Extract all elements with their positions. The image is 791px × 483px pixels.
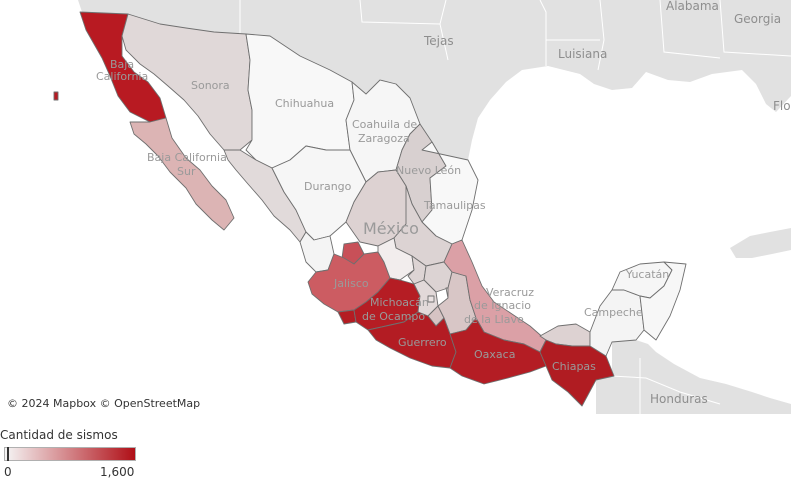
label-michoacan-2: de Ocampo bbox=[362, 310, 425, 323]
label-luisiana: Luisiana bbox=[558, 47, 607, 61]
map-attribution: © 2024 Mapbox © OpenStreetMap bbox=[7, 397, 200, 410]
label-chihuahua: Chihuahua bbox=[275, 97, 334, 110]
island-baja-california[interactable] bbox=[53, 91, 59, 101]
central-america-borders bbox=[611, 358, 721, 414]
label-durango: Durango bbox=[304, 180, 352, 193]
label-guerrero: Guerrero bbox=[398, 336, 447, 349]
label-campeche: Campeche bbox=[584, 306, 643, 319]
attribution-mapbox-link[interactable]: © 2024 Mapbox bbox=[7, 397, 97, 410]
label-jalisco: Jalisco bbox=[333, 277, 369, 290]
label-baja-california-sur-1: Baja California bbox=[147, 151, 227, 164]
label-oaxaca: Oaxaca bbox=[474, 348, 515, 361]
legend-title: Cantidad de sismos bbox=[0, 428, 118, 442]
state-baja-california-sur[interactable] bbox=[129, 117, 235, 231]
label-baja-california-1: Baja bbox=[110, 58, 134, 71]
label-coahuila-1: Coahuila de bbox=[352, 118, 417, 131]
label-tejas: Tejas bbox=[423, 34, 454, 48]
state-ciudad-de-mexico[interactable] bbox=[427, 295, 435, 303]
label-nuevo-leon: Nuevo León bbox=[396, 164, 461, 177]
label-chiapas: Chiapas bbox=[552, 360, 596, 373]
label-sonora: Sonora bbox=[191, 79, 230, 92]
central-america-landmass bbox=[596, 340, 791, 414]
label-florida: Flo bbox=[773, 99, 791, 113]
legend-max-label: 1,600 bbox=[100, 465, 135, 479]
state-chiapas[interactable] bbox=[539, 339, 615, 407]
label-baja-california-sur-2: Sur bbox=[177, 165, 196, 178]
label-veracruz-2: de Ignacio bbox=[474, 299, 531, 312]
label-georgia: Georgia bbox=[734, 12, 781, 26]
usa-state-borders bbox=[239, 0, 791, 71]
label-baja-california-2: California bbox=[96, 70, 148, 83]
mexico-states[interactable] bbox=[53, 11, 687, 407]
legend-min-marker bbox=[7, 447, 9, 461]
state-quintana-roo[interactable] bbox=[639, 261, 687, 341]
label-veracruz-3: de la Llave bbox=[464, 313, 524, 326]
cuba-island bbox=[730, 228, 791, 258]
label-michoacan-1: Michoacán bbox=[370, 296, 429, 309]
attribution-osm-link[interactable]: © OpenStreetMap bbox=[99, 397, 201, 410]
state-guanajuato[interactable] bbox=[377, 237, 415, 281]
label-alabama: Alabama bbox=[666, 0, 719, 13]
legend-min-label: 0 bbox=[4, 465, 12, 479]
label-tamaulipas: Tamaulipas bbox=[423, 199, 486, 212]
color-legend: Cantidad de sismos 0 1,600 bbox=[0, 428, 200, 480]
label-yucatan: Yucatán bbox=[625, 268, 669, 281]
label-coahuila-2: Zaragoza bbox=[358, 132, 410, 145]
label-mexico: México bbox=[363, 219, 419, 238]
choropleth-map[interactable]: Alabama Georgia Tejas Luisiana Flo Hondu… bbox=[0, 0, 791, 414]
legend-gradient-bar[interactable] bbox=[4, 447, 136, 461]
label-honduras: Honduras bbox=[650, 392, 708, 406]
label-veracruz-1: Veracruz bbox=[486, 286, 534, 299]
